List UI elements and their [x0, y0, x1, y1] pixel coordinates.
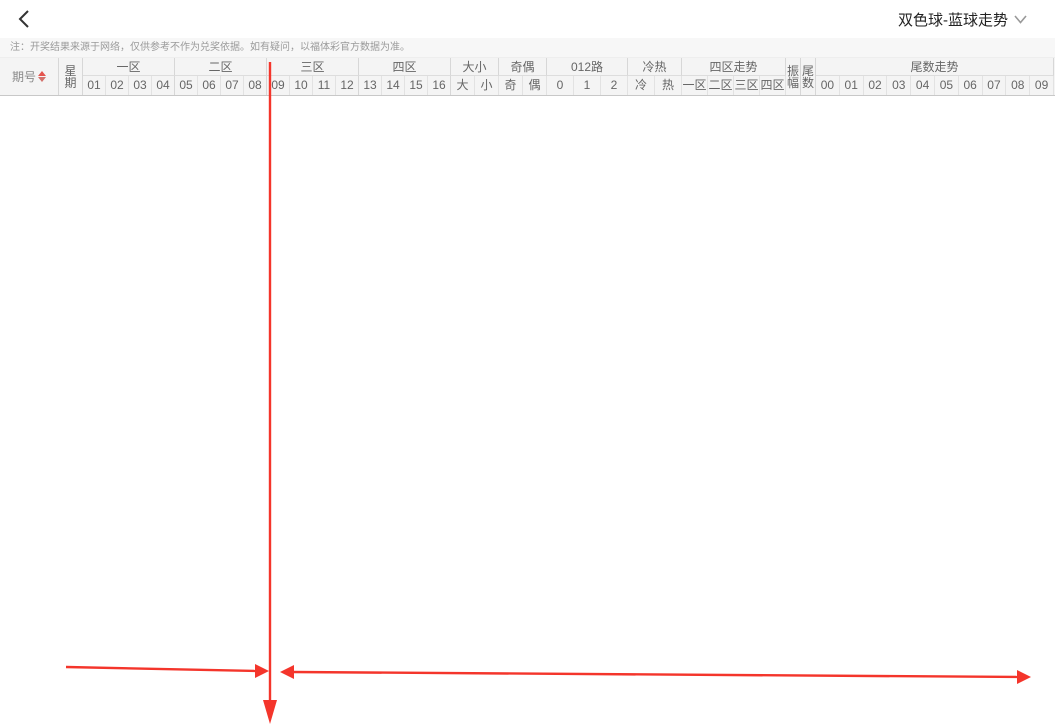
- group-header-8: 四区走势: [682, 58, 786, 76]
- subheader-road-0: 0: [547, 76, 574, 95]
- annotation-arrow-left-into-line: [280, 665, 294, 679]
- subheader-num-13: 13: [359, 76, 382, 95]
- period-header-label: 期号: [11, 70, 36, 84]
- group-header-6: 012路: [547, 58, 628, 76]
- sort-icons: [38, 71, 46, 82]
- table-header: 期号星期一区 二区 三区 四区 大小 奇偶 012路 冷热 四区走势 01 02 03 04 05 06 07…: [0, 58, 1055, 96]
- subheader-tail-00: 00: [816, 76, 840, 95]
- group-header-tails: 尾数走势: [816, 58, 1054, 76]
- group-header-5: 奇偶: [499, 58, 547, 76]
- subheader-road-2: 2: [601, 76, 628, 95]
- subheader-num-02: 02: [106, 76, 129, 95]
- header-sub-row: 01 02 03 04 05 06 07 08 09 10 11 12 13 14 15 16 大小奇偶 0 1 2 冷…: [83, 76, 786, 95]
- subheader-tail-07: 07: [983, 76, 1007, 95]
- subheader-num-14: 14: [382, 76, 405, 95]
- annotation-arrow-right-end: [1017, 670, 1031, 684]
- group-header-3: 四区: [359, 58, 451, 76]
- subheader-tail-05: 05: [935, 76, 959, 95]
- group-header-7: 冷热: [628, 58, 682, 76]
- trend-table: 期号星期一区 二区 三区 四区 大小 奇偶 012路 冷热 四区走势 01 02 03 04 05 06 07…: [0, 58, 1055, 96]
- subheader-oe-偶: 偶: [523, 76, 547, 95]
- header-group-row: 一区 二区 三区 四区 大小 奇偶 012路 冷热 四区走势: [83, 58, 786, 76]
- subheader-tail-04: 04: [911, 76, 935, 95]
- column-header-week: 星期: [59, 58, 83, 95]
- subheader-tail-09: 09: [1030, 76, 1054, 95]
- subheader-zone-三区: 三区: [734, 76, 760, 95]
- subheader-tail-02: 02: [864, 76, 888, 95]
- page-title: 双色球-蓝球走势: [898, 12, 1008, 29]
- annotation-arrow-right-into-line: [255, 664, 269, 678]
- subheader-num-06: 06: [198, 76, 221, 95]
- subheader-ch-热: 热: [655, 76, 682, 95]
- subheader-num-04: 04: [152, 76, 175, 95]
- group-header-2: 三区: [267, 58, 359, 76]
- group-header-1: 二区: [175, 58, 267, 76]
- subheader-num-07: 07: [221, 76, 244, 95]
- back-button[interactable]: [14, 8, 36, 30]
- subheader-bs-小: 小: [475, 76, 499, 95]
- subheader-num-11: 11: [313, 76, 336, 95]
- subheader-tail-01: 01: [840, 76, 864, 95]
- annotation-horizontal-line-left: [65, 665, 258, 673]
- subheader-zone-二区: 二区: [708, 76, 734, 95]
- subheader-zone-四区: 四区: [760, 76, 786, 95]
- subheader-bs-大: 大: [451, 76, 475, 95]
- subheader-num-09: 09: [267, 76, 290, 95]
- subheader-num-01: 01: [83, 76, 106, 95]
- page-title-dropdown[interactable]: 双色球-蓝球走势: [898, 9, 1027, 30]
- subheader-tail-06: 06: [959, 76, 983, 95]
- subheader-zone-一区: 一区: [682, 76, 708, 95]
- chevron-down-icon: [1014, 15, 1027, 24]
- column-header-amplitude: 振幅: [786, 58, 801, 95]
- group-header-0: 一区: [83, 58, 175, 76]
- group-header-4: 大小: [451, 58, 499, 76]
- annotation-arrow-down: [263, 700, 277, 724]
- subheader-num-12: 12: [336, 76, 359, 95]
- disclaimer-note: 注：开奖结果来源于网络，仅供参考不作为兑奖依据。如有疑问，以福体彩官方数据为准。: [0, 38, 1055, 58]
- subheader-oe-奇: 奇: [499, 76, 523, 95]
- header-tail-subrow: 00 01 02 03 04 05 06 07 08 09: [816, 76, 1054, 95]
- subheader-tail-03: 03: [887, 76, 912, 95]
- subheader-num-05: 05: [175, 76, 198, 95]
- subheader-num-08: 08: [244, 76, 267, 95]
- column-header-period[interactable]: 期号: [0, 58, 59, 95]
- annotation-horizontal-line-right: [291, 670, 1020, 679]
- sort-down-icon: [38, 77, 46, 82]
- subheader-num-10: 10: [290, 76, 313, 95]
- sort-up-icon: [38, 71, 46, 76]
- subheader-num-16: 16: [428, 76, 451, 95]
- subheader-num-03: 03: [129, 76, 152, 95]
- top-bar: 双色球-蓝球走势: [0, 0, 1055, 38]
- header-main-groups: 一区 二区 三区 四区 大小 奇偶 012路 冷热 四区走势 01 02 03 04 05 06 07 08 09…: [83, 58, 786, 95]
- column-header-tail: 尾数: [801, 58, 816, 95]
- back-chevron-icon: [18, 10, 29, 28]
- subheader-num-15: 15: [405, 76, 428, 95]
- subheader-road-1: 1: [574, 76, 601, 95]
- subheader-ch-冷: 冷: [628, 76, 655, 95]
- subheader-tail-08: 08: [1006, 76, 1031, 95]
- header-tail-group: 尾数走势 00 01 02 03 04 05 06 07 08 09: [816, 58, 1054, 95]
